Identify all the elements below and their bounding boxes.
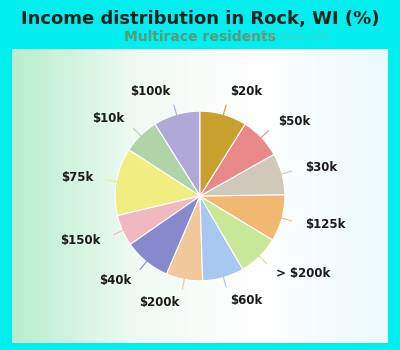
- Text: $10k: $10k: [92, 112, 124, 125]
- Wedge shape: [200, 195, 285, 240]
- Text: $50k: $50k: [278, 114, 311, 127]
- Wedge shape: [130, 196, 200, 274]
- Text: $75k: $75k: [61, 171, 93, 184]
- Text: $100k: $100k: [130, 85, 170, 98]
- Wedge shape: [200, 124, 274, 196]
- Text: Income distribution in Rock, WI (%): Income distribution in Rock, WI (%): [21, 10, 379, 28]
- Text: $60k: $60k: [230, 294, 262, 307]
- Text: © City-Data.com: © City-Data.com: [247, 32, 329, 42]
- Wedge shape: [155, 111, 200, 196]
- Wedge shape: [200, 154, 285, 196]
- Text: $40k: $40k: [99, 274, 131, 287]
- Wedge shape: [118, 196, 200, 244]
- Text: $20k: $20k: [230, 85, 262, 98]
- Wedge shape: [200, 196, 272, 269]
- Text: $150k: $150k: [60, 234, 101, 247]
- Wedge shape: [167, 196, 203, 281]
- Text: $125k: $125k: [305, 218, 345, 231]
- Wedge shape: [115, 150, 200, 216]
- Text: $30k: $30k: [305, 161, 337, 174]
- Text: > $200k: > $200k: [276, 267, 330, 280]
- Text: $200k: $200k: [140, 296, 180, 309]
- Text: Multirace residents: Multirace residents: [124, 30, 276, 44]
- Wedge shape: [129, 124, 200, 196]
- Wedge shape: [200, 111, 245, 196]
- Wedge shape: [200, 196, 243, 281]
